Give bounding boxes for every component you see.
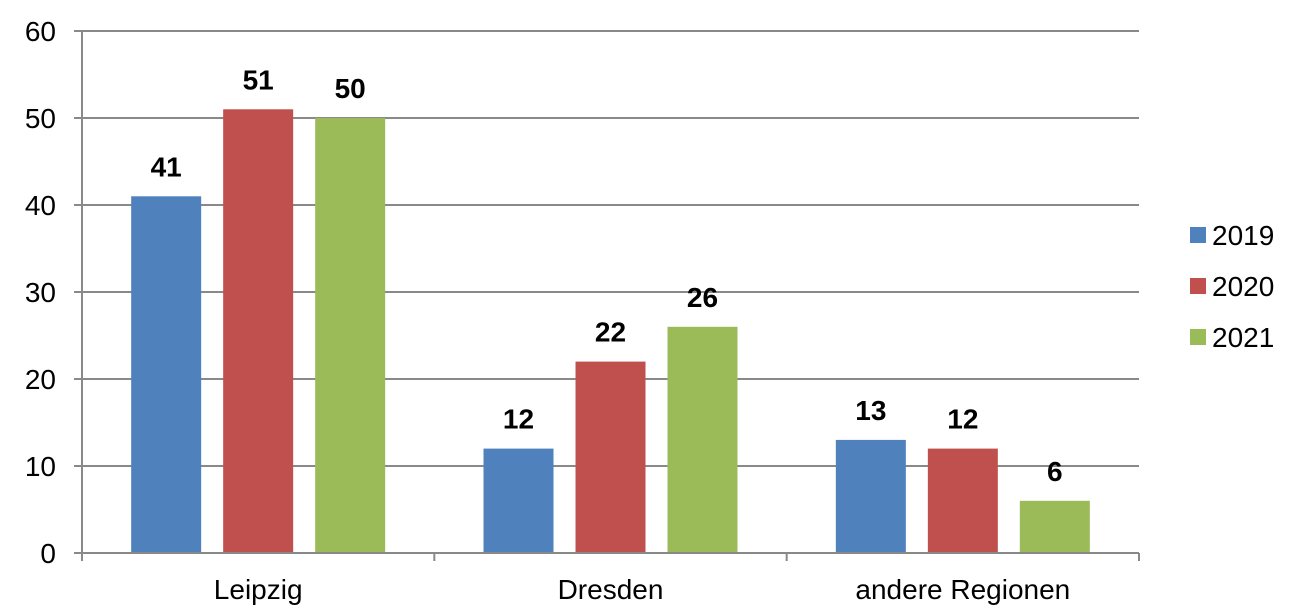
bar-2020-1 — [575, 361, 646, 553]
data-label-2021-1: 26 — [687, 282, 718, 313]
y-tick-label-60: 60 — [25, 16, 56, 47]
legend: 2019 2020 2021 — [1190, 220, 1274, 353]
data-label-2020-0: 51 — [243, 64, 274, 95]
data-label-2019-1: 12 — [503, 404, 534, 435]
bar-2021-1 — [667, 326, 738, 553]
y-tick-label-30: 30 — [25, 277, 56, 308]
data-label-2021-2: 6 — [1047, 456, 1063, 487]
x-tick-label-2: andere Regionen — [855, 574, 1070, 605]
bar-2020-0 — [223, 109, 294, 554]
bar-2021-0 — [315, 118, 386, 553]
data-label-2021-0: 50 — [335, 73, 366, 104]
legend-swatch-2020 — [1190, 278, 1206, 294]
y-tick-label-10: 10 — [25, 451, 56, 482]
legend-swatch-2021 — [1190, 329, 1206, 345]
x-tick-label-0: Leipzig — [214, 574, 303, 605]
x-tick-label-1: Dresden — [558, 574, 664, 605]
bar-2019-1 — [483, 448, 554, 553]
bar-2021-2 — [1019, 500, 1090, 553]
legend-swatch-2019 — [1190, 227, 1206, 243]
y-tick-label-0: 0 — [40, 538, 56, 569]
y-tick-label-20: 20 — [25, 364, 56, 395]
data-label-2019-2: 13 — [855, 395, 886, 426]
data-label-2020-1: 22 — [595, 317, 626, 348]
bar-2019-2 — [835, 439, 906, 553]
legend-label-2020: 2020 — [1212, 271, 1274, 302]
data-labels: 41 51 50 12 22 26 13 12 6 — [151, 64, 1063, 487]
axes: 0 10 20 30 40 50 60 Leipzig Dresden andere Region… — [25, 16, 1140, 605]
y-tick-label-40: 40 — [25, 190, 56, 221]
bar-2020-2 — [927, 448, 998, 553]
bar-2019-0 — [131, 196, 202, 554]
bars — [131, 109, 1090, 554]
legend-label-2021: 2021 — [1212, 322, 1274, 353]
data-label-2020-2: 12 — [947, 404, 978, 435]
data-label-2019-0: 41 — [151, 151, 182, 182]
legend-label-2019: 2019 — [1212, 220, 1274, 251]
y-tick-label-50: 50 — [25, 103, 56, 134]
